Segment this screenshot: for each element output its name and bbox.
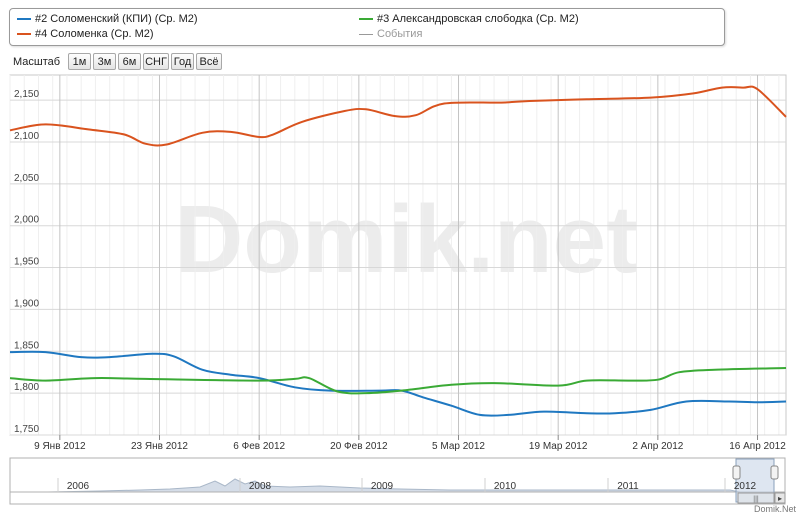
zoom-button-3m[interactable]: 3м — [93, 53, 116, 70]
x-tick-label: 6 Фев 2012 — [233, 441, 285, 452]
x-tick-label: 16 Апр 2012 — [729, 441, 786, 452]
navigator-left-handle[interactable] — [732, 465, 741, 480]
navigator-arrow-right-icon: ▸ — [778, 494, 782, 503]
series-line-aleksandrovskaya[interactable] — [9, 367, 787, 395]
x-tick-label: 5 Мар 2012 — [432, 441, 485, 452]
zoom-button-year[interactable]: Год — [171, 53, 194, 70]
y-tick-label: 1,850 — [14, 340, 39, 351]
legend-swatch-orange — [17, 33, 31, 35]
series-line-soloma-kpi[interactable] — [9, 350, 787, 417]
zoom-button-all[interactable]: Всё — [196, 53, 222, 70]
legend-label: #3 Александровская слободка (Ср. М2) — [377, 13, 579, 25]
x-tick-label: 9 Янв 2012 — [34, 441, 86, 452]
y-tick-label: 2,050 — [14, 173, 39, 184]
legend-swatch-green — [359, 18, 373, 20]
zoom-button-1m[interactable]: 1м — [68, 53, 91, 70]
y-tick-label: 2,100 — [14, 131, 39, 142]
navigator-grip-icon: ||| — [753, 496, 759, 503]
navigator-year-label: 2012 — [734, 481, 757, 492]
y-tick-label: 1,750 — [14, 424, 39, 435]
legend-item-events[interactable]: События — [359, 28, 422, 40]
x-tick-label: 19 Мар 2012 — [529, 441, 588, 452]
navigator-year-label: 2009 — [371, 481, 394, 492]
watermark-text: Domik.net — [174, 186, 638, 293]
legend-item-aleksandrovskaya[interactable]: #3 Александровская слободка (Ср. М2) — [359, 13, 579, 25]
legend-item-solomenka[interactable]: #4 Соломенка (Ср. М2) — [17, 28, 154, 40]
navigator-year-label: 2006 — [67, 481, 90, 492]
credit-label: Domik.Net — [753, 504, 796, 514]
navigator-area — [47, 478, 741, 493]
y-tick-label: 1,900 — [14, 298, 39, 309]
navigator-frame — [9, 457, 786, 505]
legend-label: #4 Соломенка (Ср. М2) — [35, 28, 154, 40]
legend-label: #2 Соломенский (КПИ) (Ср. М2) — [35, 13, 198, 25]
navigator-year-label: 2011 — [617, 481, 639, 492]
legend: #2 Соломенский (КПИ) (Ср. М2) #3 Алексан… — [9, 8, 725, 46]
y-tick-label: 2,000 — [14, 215, 39, 226]
navigator-scroll-right-arrow[interactable] — [774, 492, 786, 504]
x-tick-label: 20 Фев 2012 — [330, 441, 388, 452]
navigator-year-label: 2008 — [249, 481, 272, 492]
legend-swatch-gray — [359, 33, 373, 35]
x-tick-label: 23 Янв 2012 — [131, 441, 188, 452]
navigator-right-handle[interactable] — [770, 465, 779, 480]
navigator[interactable]: ▸ ||| 2006 2008 2009 2010 2011 2012 — [9, 457, 786, 505]
zoom-button-ytd[interactable]: СНГ — [143, 53, 169, 70]
navigator-scroll-thumb[interactable] — [737, 492, 775, 504]
zoom-label: Масштаб — [13, 56, 61, 68]
legend-item-soloma-kpi[interactable]: #2 Соломенский (КПИ) (Ср. М2) — [17, 13, 198, 25]
x-tick-label: 2 Апр 2012 — [632, 441, 683, 452]
y-tick-label: 1,800 — [14, 382, 39, 393]
y-tick-label: 2,150 — [14, 89, 39, 100]
navigator-year-label: 2010 — [494, 481, 517, 492]
legend-label: События — [377, 28, 423, 40]
y-tick-label: 1,950 — [14, 257, 39, 268]
zoom-button-6m[interactable]: 6м — [118, 53, 141, 70]
legend-swatch-blue — [17, 18, 31, 20]
series-line-solomenka[interactable] — [9, 85, 787, 147]
